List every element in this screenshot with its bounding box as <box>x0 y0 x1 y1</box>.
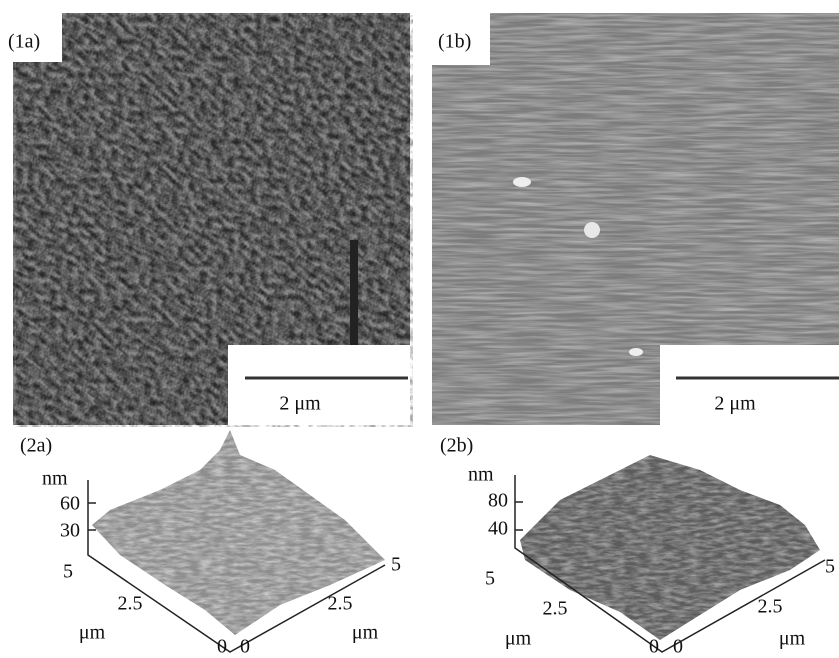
z-unit: nm <box>42 468 68 490</box>
scale-bar-label: 2 μm <box>714 393 756 415</box>
axis-tick: 2.5 <box>118 593 143 615</box>
image-1a <box>0 0 413 427</box>
axis-tick: 0 <box>240 636 250 658</box>
z-tick: 40 <box>488 518 508 540</box>
panel-label: (2a) <box>20 435 52 457</box>
z-tick: 80 <box>488 490 508 512</box>
axis-unit: μm <box>779 628 806 650</box>
z-unit: nm <box>468 464 494 486</box>
panel-label: (1a) <box>8 31 40 53</box>
axis-tick: 5 <box>391 554 401 576</box>
axis-tick: 5 <box>825 556 835 578</box>
axis-tick: 0 <box>217 636 227 658</box>
scale-bar-label: 2 μm <box>279 393 321 415</box>
panel-label: (1b) <box>438 31 471 53</box>
axis-tick: 0 <box>673 636 683 658</box>
image-1b <box>432 13 839 425</box>
axis-unit: μm <box>352 622 379 644</box>
axis-unit: μm <box>505 628 532 650</box>
figure: (1a) 2 μm (1b) 2 μm (2a) nm 60 30 5 2.5 … <box>0 0 839 658</box>
axis-tick: 0 <box>649 636 659 658</box>
axis-unit: μm <box>79 622 106 644</box>
axis-tick: 5 <box>485 568 495 590</box>
z-tick: 30 <box>60 520 80 542</box>
axis-tick: 2.5 <box>328 593 353 615</box>
axis-tick: 2.5 <box>543 598 568 620</box>
axis-tick: 2.5 <box>758 596 783 618</box>
z-tick: 60 <box>60 493 80 515</box>
surface-2a <box>88 430 385 652</box>
panel-label: (2b) <box>440 435 473 457</box>
axis-tick: 5 <box>63 561 73 583</box>
surface-2b <box>515 455 825 652</box>
